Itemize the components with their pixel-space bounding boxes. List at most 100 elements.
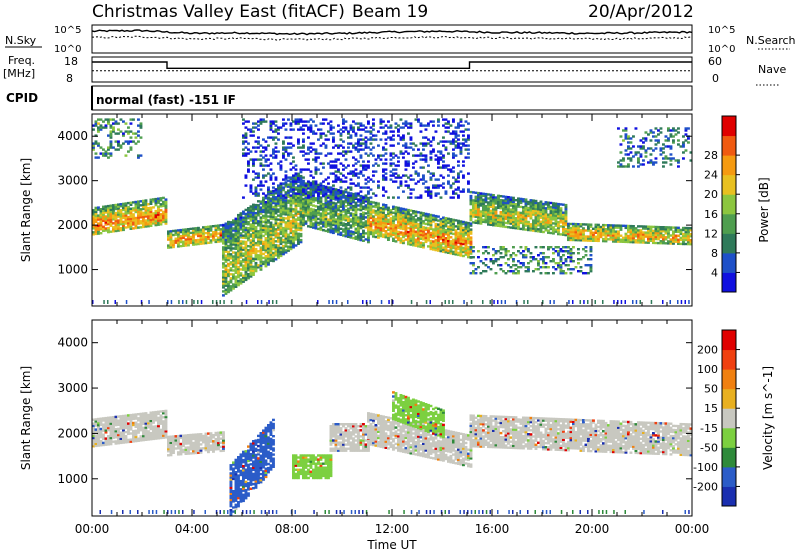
heatmap-cell bbox=[567, 232, 570, 236]
heatmap-cell bbox=[229, 245, 233, 248]
heatmap-cell bbox=[422, 178, 425, 181]
heatmap-cell bbox=[354, 184, 358, 187]
heatmap-cell bbox=[472, 221, 475, 224]
heatmap-cell bbox=[242, 260, 245, 263]
heatmap-cell bbox=[237, 217, 240, 221]
heatmap-cell bbox=[129, 146, 133, 149]
heatmap-cell bbox=[659, 232, 663, 235]
heatmap-cell bbox=[157, 201, 160, 204]
heatmap-cell bbox=[492, 260, 495, 263]
heatmap-cell bbox=[299, 189, 303, 192]
heatmap-cell bbox=[624, 232, 628, 236]
heatmap-cell bbox=[429, 215, 433, 219]
heatmap-cell bbox=[407, 238, 410, 242]
heatmap-cell bbox=[599, 233, 603, 237]
heatmap-cell bbox=[662, 151, 665, 154]
heatmap-cell bbox=[327, 218, 330, 221]
heatmap-cell bbox=[612, 238, 615, 241]
heatmap-cell bbox=[482, 194, 485, 197]
heatmap-cell bbox=[402, 235, 405, 239]
heatmap-cell bbox=[427, 215, 430, 218]
heatmap-cell bbox=[617, 234, 620, 237]
heatmap-cell bbox=[392, 227, 395, 230]
heatmap-cell bbox=[267, 237, 270, 240]
heatmap-cell bbox=[609, 230, 613, 233]
heatmap-cell bbox=[337, 225, 340, 228]
heatmap-cell bbox=[272, 253, 275, 257]
heatmap-cell bbox=[107, 230, 110, 234]
heatmap-cell bbox=[139, 204, 143, 207]
heatmap-cell bbox=[349, 196, 353, 199]
heatmap-cell bbox=[464, 128, 468, 131]
heatmap-cell bbox=[634, 227, 638, 230]
heatmap-cell bbox=[687, 242, 690, 246]
heatmap-cell bbox=[367, 190, 370, 193]
heatmap-cell bbox=[512, 208, 515, 212]
heatmap-cell bbox=[469, 250, 473, 253]
heatmap-cell bbox=[584, 223, 588, 226]
heatmap-cell bbox=[232, 283, 235, 286]
heatmap-cell bbox=[282, 216, 285, 220]
heatmap-cell bbox=[412, 220, 415, 223]
heatmap-cell bbox=[652, 163, 655, 166]
heatmap-cell bbox=[339, 221, 343, 224]
heatmap-cell bbox=[292, 216, 295, 219]
heatmap-cell bbox=[527, 214, 530, 218]
heatmap-cell bbox=[452, 140, 455, 143]
heatmap-cell bbox=[384, 162, 388, 165]
heatmap-cell bbox=[517, 227, 520, 230]
heatmap-cell bbox=[327, 206, 330, 209]
heatmap-cell bbox=[539, 206, 543, 209]
heatmap-cell bbox=[404, 164, 408, 167]
heatmap-cell bbox=[237, 219, 240, 223]
heatmap-cell bbox=[244, 226, 248, 230]
heatmap-cell bbox=[244, 240, 248, 244]
heatmap-cell bbox=[467, 128, 470, 131]
heatmap-cell bbox=[642, 225, 645, 228]
heatmap-cell bbox=[257, 140, 260, 143]
heatmap-cell bbox=[417, 172, 420, 175]
heatmap-cell bbox=[387, 234, 390, 237]
heatmap-cell bbox=[549, 211, 553, 215]
heatmap-cell bbox=[274, 128, 278, 131]
heatmap-cell bbox=[382, 170, 385, 173]
heatmap-cell bbox=[254, 235, 258, 239]
heatmap-cell bbox=[602, 227, 605, 231]
heatmap-cell bbox=[672, 157, 675, 160]
heatmap-cell bbox=[227, 236, 230, 240]
heatmap-cell bbox=[267, 201, 270, 204]
heatmap-cell bbox=[274, 248, 278, 251]
heatmap-cell bbox=[587, 235, 590, 238]
heatmap-cell bbox=[629, 137, 633, 140]
heatmap-cell bbox=[454, 180, 458, 183]
heatmap-cell bbox=[452, 192, 455, 195]
heatmap-cell bbox=[339, 138, 343, 141]
heatmap-cell bbox=[489, 260, 493, 263]
heatmap-cell bbox=[362, 229, 365, 232]
heatmap-cell bbox=[347, 164, 350, 167]
heatmap-cell bbox=[547, 219, 550, 222]
heatmap-cell bbox=[524, 212, 528, 215]
heatmap-cell bbox=[504, 197, 508, 201]
heatmap-cell bbox=[154, 221, 158, 225]
heatmap-cell bbox=[239, 244, 243, 247]
heatmap-cell bbox=[307, 148, 310, 151]
heatmap-cell bbox=[477, 195, 480, 199]
heatmap-cell bbox=[402, 217, 405, 221]
heatmap-cell bbox=[274, 198, 278, 201]
heatmap-cell bbox=[282, 204, 285, 208]
heatmap-cell bbox=[387, 210, 390, 213]
heatmap-cell bbox=[582, 239, 585, 242]
heatmap-cell bbox=[232, 221, 235, 224]
heatmap-cell bbox=[297, 184, 300, 187]
heatmap-cell bbox=[172, 243, 175, 247]
heatmap-cell bbox=[249, 275, 253, 278]
heatmap-cell bbox=[264, 207, 268, 210]
heatmap-cell bbox=[639, 241, 643, 244]
heatmap-cell bbox=[467, 235, 470, 239]
heatmap-cell bbox=[359, 200, 363, 204]
heatmap-cell bbox=[99, 210, 103, 213]
heatmap-cell bbox=[429, 213, 433, 217]
heatmap-cell bbox=[147, 211, 150, 214]
heatmap-cell bbox=[107, 146, 110, 149]
